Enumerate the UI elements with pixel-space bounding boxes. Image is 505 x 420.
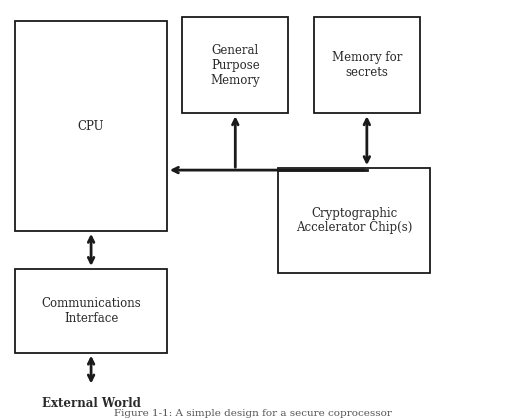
Bar <box>15 269 167 353</box>
Bar <box>313 17 419 113</box>
Bar <box>182 17 288 113</box>
Text: General
Purpose
Memory: General Purpose Memory <box>210 44 260 87</box>
Text: Figure 1-1: A simple design for a secure coprocessor: Figure 1-1: A simple design for a secure… <box>114 409 391 418</box>
Text: Communications
Interface: Communications Interface <box>41 297 141 325</box>
Text: External World: External World <box>41 397 140 410</box>
Bar <box>15 21 167 231</box>
Text: Cryptographic
Accelerator Chip(s): Cryptographic Accelerator Chip(s) <box>295 207 412 234</box>
Text: CPU: CPU <box>78 120 104 132</box>
Text: Memory for
secrets: Memory for secrets <box>331 51 401 79</box>
Bar <box>278 168 429 273</box>
